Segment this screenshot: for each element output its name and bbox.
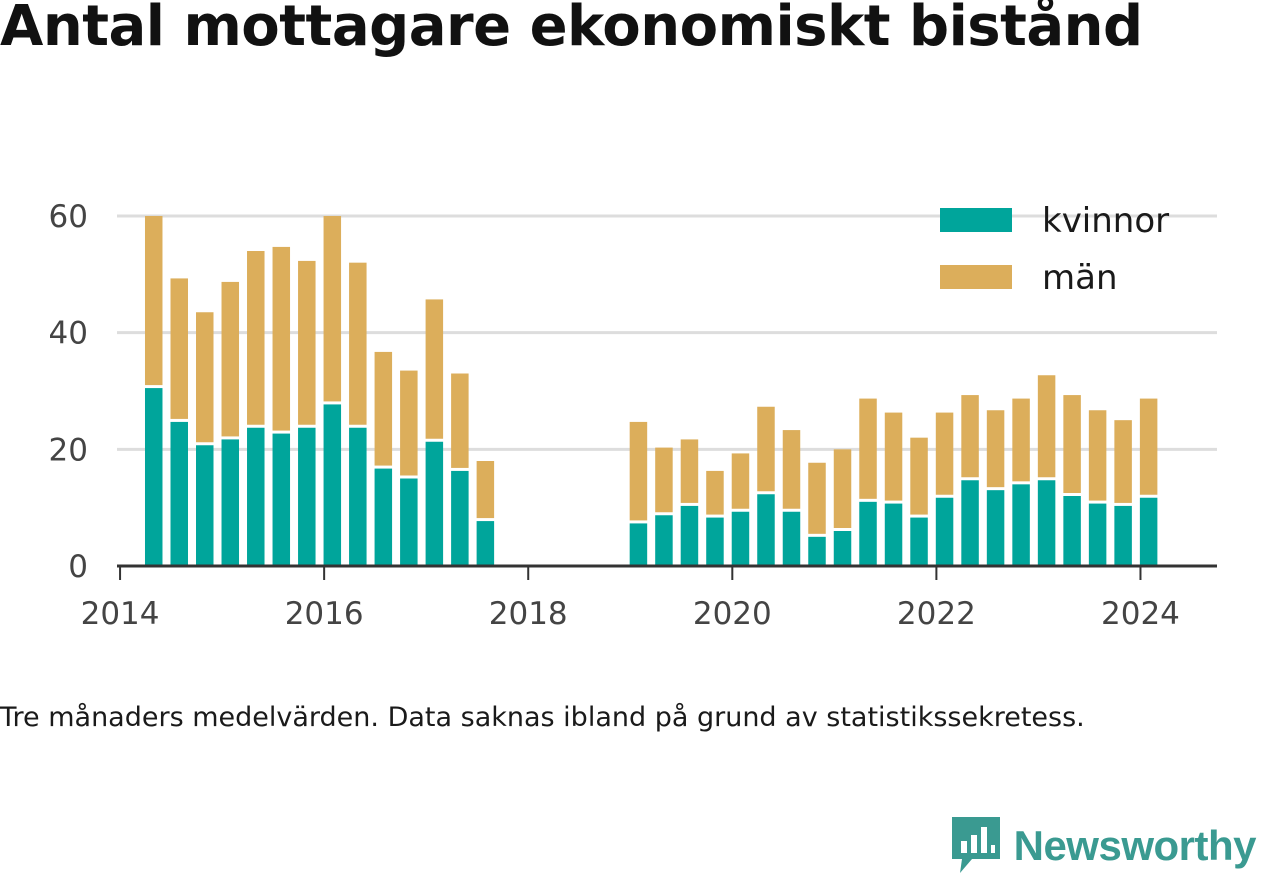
bar-kvinnor xyxy=(451,470,469,566)
bar-kvinnor xyxy=(859,501,877,566)
bar-kvinnor xyxy=(629,523,648,566)
x-tick-label: 2024 xyxy=(1101,596,1180,632)
bar-kvinnor xyxy=(221,439,240,566)
bar-kvinnor xyxy=(731,511,750,566)
bar-kvinnor xyxy=(808,536,826,566)
bar-man xyxy=(808,462,826,534)
bar-man xyxy=(451,373,469,468)
bar-kvinnor xyxy=(247,427,265,566)
x-tick-label: 2018 xyxy=(489,596,568,632)
bar-kvinnor xyxy=(374,468,393,566)
bar-kvinnor xyxy=(400,478,418,566)
bar-kvinnor xyxy=(144,388,163,566)
bar-man xyxy=(272,246,291,431)
bar-kvinnor xyxy=(349,427,367,566)
bar-kvinnor xyxy=(476,521,495,566)
bar-kvinnor xyxy=(680,505,699,566)
bar-kvinnor xyxy=(1139,497,1158,566)
bar-kvinnor xyxy=(323,404,342,566)
bar-man xyxy=(629,421,648,521)
bar-man xyxy=(1139,398,1158,495)
bar-kvinnor xyxy=(757,494,775,566)
bar-man xyxy=(298,260,316,425)
bar-kvinnor xyxy=(1012,484,1030,566)
bar-man xyxy=(706,470,724,515)
bar-kvinnor xyxy=(1063,496,1081,566)
legend-label-man: män xyxy=(1042,258,1118,298)
legend-label-kvinnor: kvinnor xyxy=(1042,201,1169,241)
bar-man xyxy=(655,447,673,513)
bar-man xyxy=(910,437,928,515)
bar-man xyxy=(400,370,418,476)
axes: 2014 2016 2018 2020 2022 2024 0 20 40 60 xyxy=(49,199,1217,632)
bar-kvinnor xyxy=(1037,480,1056,566)
bar-kvinnor xyxy=(986,490,1005,566)
bar-kvinnor xyxy=(170,421,188,566)
bars xyxy=(144,216,1158,566)
x-tick-label: 2020 xyxy=(693,596,772,632)
bar-man xyxy=(833,449,852,528)
bar-kvinnor xyxy=(884,503,903,566)
bar-man xyxy=(1063,395,1081,493)
bar-kvinnor xyxy=(961,480,979,566)
bar-man xyxy=(349,262,367,425)
bar-kvinnor xyxy=(655,515,673,566)
bar-man xyxy=(884,412,903,501)
bar-man xyxy=(170,278,188,419)
x-tick-label: 2016 xyxy=(285,596,364,632)
bar-kvinnor xyxy=(1088,503,1107,566)
bar-kvinnor xyxy=(910,517,928,566)
y-tick-label: 40 xyxy=(49,316,88,352)
caption: Tre månaders medelvärden. Data saknas ib… xyxy=(0,702,1085,733)
bar-man xyxy=(1088,410,1107,501)
bar-man xyxy=(425,299,444,439)
bar-chart-speech-bubble-icon xyxy=(951,817,1000,873)
bar-kvinnor xyxy=(272,433,291,566)
legend: kvinnor män xyxy=(940,201,1169,298)
bar-kvinnor xyxy=(425,441,444,566)
x-tick-label: 2014 xyxy=(81,596,160,632)
bar-man xyxy=(935,412,954,495)
bar-man xyxy=(859,398,877,499)
brand-name: Newsworthy xyxy=(1013,822,1257,869)
y-tick-label: 60 xyxy=(49,199,88,235)
bar-man xyxy=(986,410,1005,488)
y-tick-label: 0 xyxy=(68,549,88,585)
bar-man xyxy=(196,312,214,443)
legend-swatch-man xyxy=(940,265,1012,289)
bar-man xyxy=(961,395,979,478)
bar-man xyxy=(221,281,240,437)
bar-man xyxy=(144,216,163,386)
bar-man xyxy=(374,351,393,466)
bar-man xyxy=(323,216,342,402)
bar-man xyxy=(757,406,775,492)
bar-man xyxy=(476,461,495,519)
legend-swatch-kvinnor xyxy=(940,208,1012,232)
bar-kvinnor xyxy=(782,511,801,566)
bar-man xyxy=(680,439,699,503)
bar-man xyxy=(247,251,265,425)
bar-kvinnor xyxy=(706,517,724,566)
bar-man xyxy=(1114,420,1132,503)
y-tick-label: 20 xyxy=(49,432,88,468)
bar-man xyxy=(1037,375,1056,478)
bar-man xyxy=(1012,398,1030,482)
chart-title: Antal mottagare ekonomiskt bistånd xyxy=(0,0,1143,59)
bar-kvinnor xyxy=(298,427,316,566)
bar-kvinnor xyxy=(1114,505,1132,566)
x-tick-label: 2022 xyxy=(897,596,976,632)
bar-man xyxy=(782,430,801,509)
newsworthy-logo[interactable]: Newsworthy xyxy=(950,815,1257,877)
bar-kvinnor xyxy=(935,497,954,566)
chart: 2014 2016 2018 2020 2022 2024 0 20 40 60 kvinnor … xyxy=(49,199,1217,632)
bar-kvinnor xyxy=(196,445,214,566)
bar-man xyxy=(731,453,750,509)
bar-kvinnor xyxy=(833,531,852,566)
